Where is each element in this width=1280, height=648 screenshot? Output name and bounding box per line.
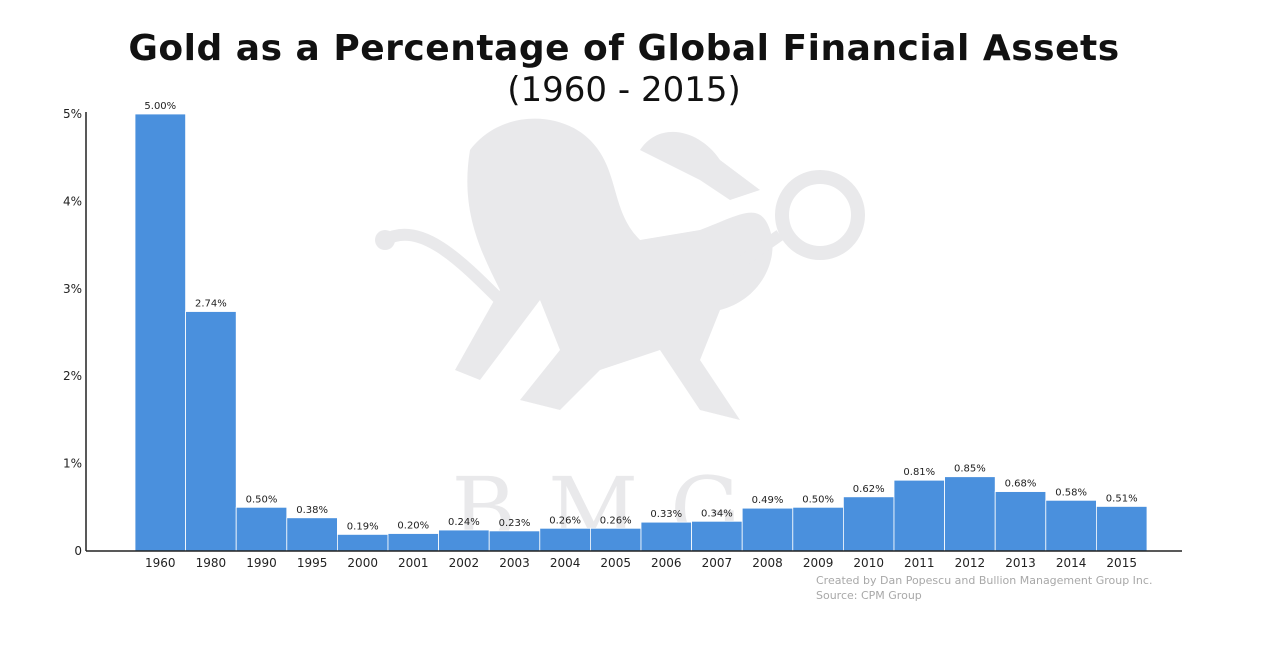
x-tick-label-2004: 2004 [550, 556, 581, 570]
x-tick-label-1995: 1995 [297, 556, 328, 570]
x-tick-label-2005: 2005 [600, 556, 631, 570]
x-tick-label-2009: 2009 [803, 556, 834, 570]
bar-1990 [235, 506, 288, 552]
credit-source: Source: CPM Group [816, 589, 922, 602]
bar-2014 [1045, 499, 1097, 552]
bar-2005 [590, 527, 642, 552]
data-label-2011: 0.81% [903, 467, 935, 478]
bar-2006 [640, 521, 692, 552]
chart-subtitle: (1960 - 2015) [507, 70, 741, 110]
data-label-2004: 0.26% [549, 515, 581, 526]
data-label-2005: 0.26% [600, 515, 632, 526]
credit-created-by: Created by Dan Popescu and Bullion Manag… [816, 574, 1153, 587]
data-label-2008: 0.49% [752, 495, 784, 506]
bar-2004 [539, 527, 591, 552]
y-tick-label-0: 0 [74, 544, 82, 558]
data-label-2006: 0.33% [650, 509, 682, 520]
x-tick-label-2006: 2006 [651, 556, 682, 570]
griffin-logo-icon [375, 118, 865, 421]
x-tick-label-2014: 2014 [1056, 556, 1087, 570]
y-tick-label-4: 4% [63, 194, 82, 208]
x-tick-label-2007: 2007 [702, 556, 733, 570]
x-tick-label-2011: 2011 [904, 556, 935, 570]
bar-2011 [893, 479, 945, 552]
bar-2002 [438, 529, 490, 552]
bar-1980 [185, 311, 237, 552]
data-label-2003: 0.23% [499, 518, 531, 529]
bar-2008 [741, 507, 794, 552]
data-label-2014: 0.58% [1055, 487, 1087, 498]
x-tick-label-2000: 2000 [347, 556, 378, 570]
chart-title: Gold as a Percentage of Global Financial… [128, 28, 1120, 69]
y-tick-label-1: 1% [63, 457, 82, 471]
data-label-2010: 0.62% [853, 484, 885, 495]
x-tick-label-2012: 2012 [955, 556, 986, 570]
data-label-2009: 0.50% [802, 494, 834, 505]
bar-2007 [691, 520, 743, 552]
bar-2000 [336, 533, 389, 552]
bar-1995 [286, 517, 338, 552]
x-tick-label-2003: 2003 [499, 556, 530, 570]
bar-2009 [792, 506, 844, 552]
data-label-2001: 0.20% [397, 521, 429, 532]
x-tick-label-1960: 1960 [145, 556, 176, 570]
data-label-1960: 5.00% [144, 101, 176, 112]
data-label-2007: 0.34% [701, 508, 733, 519]
data-label-2015: 0.51% [1106, 493, 1138, 504]
x-tick-label-2015: 2015 [1106, 556, 1137, 570]
x-tick-label-2008: 2008 [752, 556, 783, 570]
bar-2010 [843, 496, 895, 552]
watermark: BMG [375, 118, 865, 561]
bar-2013 [994, 491, 1047, 552]
y-tick-label-2: 2% [63, 369, 82, 383]
x-tick-label-2013: 2013 [1005, 556, 1036, 570]
x-tick-label-2010: 2010 [853, 556, 884, 570]
x-tick-label-2001: 2001 [398, 556, 429, 570]
data-label-1990: 0.50% [246, 494, 278, 505]
x-tick-label-2002: 2002 [449, 556, 480, 570]
bar-2015 [1096, 506, 1148, 552]
data-label-2002: 0.24% [448, 517, 480, 528]
data-label-2000: 0.19% [347, 521, 379, 532]
data-label-1995: 0.38% [296, 505, 328, 516]
y-tick-label-5: 5% [63, 107, 82, 121]
x-tick-label-1980: 1980 [196, 556, 227, 570]
bar-1960 [134, 113, 186, 552]
bar-2001 [387, 533, 439, 552]
bar-2012 [944, 476, 996, 552]
data-label-1980: 2.74% [195, 299, 227, 310]
data-label-2013: 0.68% [1005, 479, 1037, 490]
x-tick-label-1990: 1990 [246, 556, 277, 570]
y-tick-label-3: 3% [63, 282, 82, 296]
bar-2003 [488, 530, 541, 552]
data-label-2012: 0.85% [954, 464, 986, 475]
